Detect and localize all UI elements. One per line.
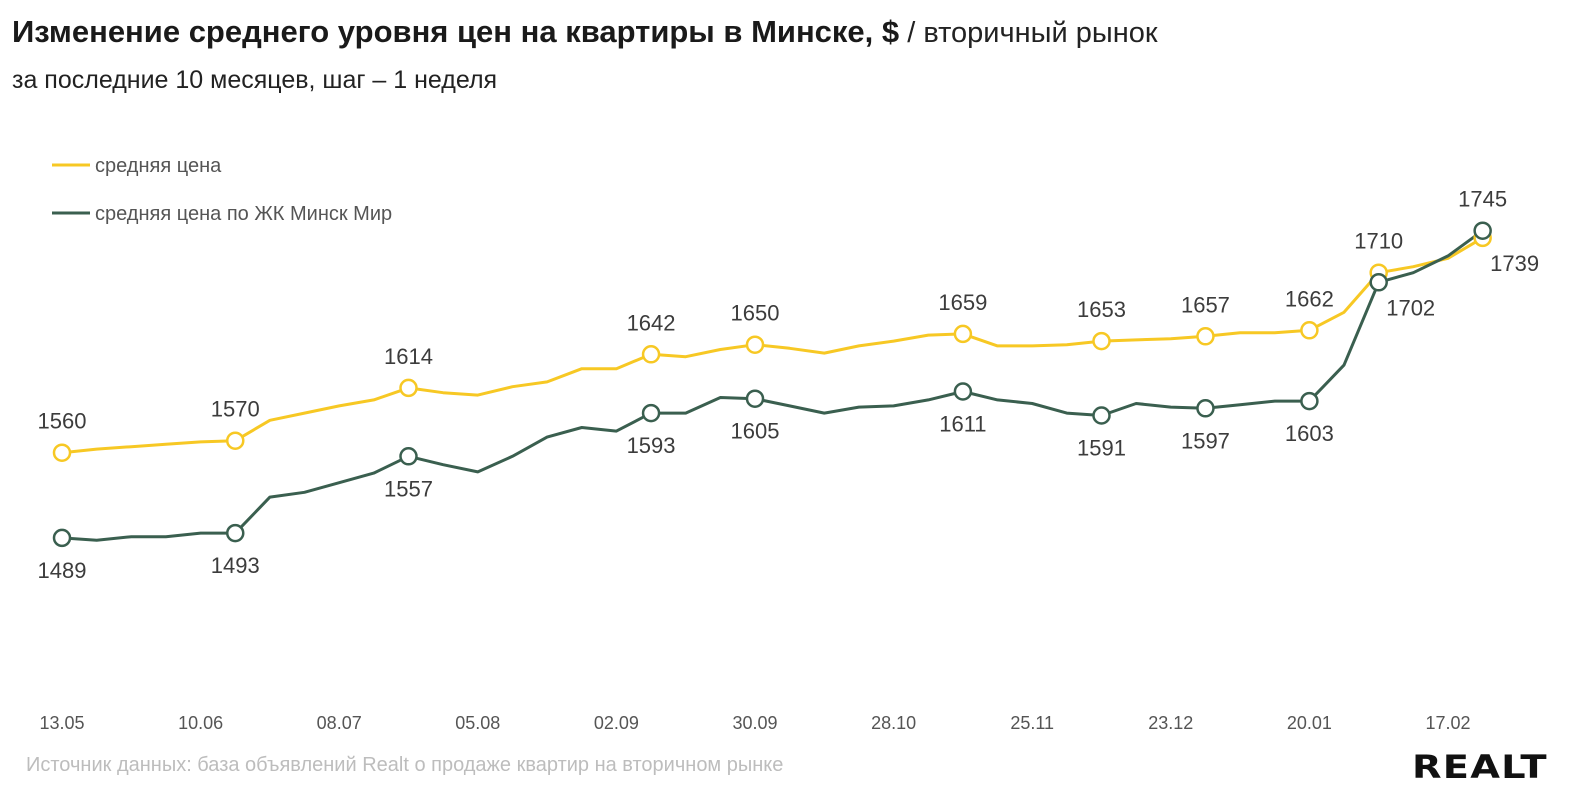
data-point-marker bbox=[1473, 221, 1492, 240]
x-tick-label: 23.12 bbox=[1148, 713, 1193, 733]
data-label: 1489 bbox=[38, 558, 87, 583]
data-point-marker bbox=[1196, 399, 1215, 418]
data-label: 1653 bbox=[1077, 297, 1126, 322]
chart-title: Изменение среднего уровня цен на квартир… bbox=[12, 14, 1158, 50]
data-source-note: Источник данных: база объявлений Realt о… bbox=[26, 754, 784, 776]
data-point-marker bbox=[1300, 321, 1319, 340]
data-label: 1493 bbox=[211, 553, 260, 578]
x-tick-label: 17.02 bbox=[1425, 713, 1470, 733]
data-label: 1739 bbox=[1490, 251, 1539, 276]
data-point-marker bbox=[52, 528, 72, 548]
data-point-marker bbox=[641, 345, 661, 364]
data-point-marker bbox=[1196, 327, 1215, 346]
data-point-marker bbox=[1092, 406, 1111, 425]
data-point-marker bbox=[1092, 331, 1111, 351]
x-tick-label: 08.07 bbox=[317, 713, 362, 733]
legend-label-1: средняя цена по ЖК Минск Мир bbox=[95, 203, 392, 225]
data-point-marker bbox=[399, 378, 418, 398]
data-point-marker bbox=[745, 389, 765, 408]
title-separator: / bbox=[899, 17, 924, 49]
data-point-marker bbox=[745, 335, 765, 354]
data-point-marker bbox=[226, 431, 245, 450]
data-label: 1557 bbox=[384, 476, 433, 501]
data-point-marker bbox=[641, 403, 661, 423]
title-market: вторичный рынок bbox=[923, 17, 1158, 49]
series-line-0 bbox=[61, 236, 1484, 455]
data-point-marker bbox=[1300, 391, 1319, 411]
x-tick-label: 25.11 bbox=[1010, 713, 1054, 733]
data-label: 1657 bbox=[1181, 292, 1230, 317]
x-tick-label: 20.01 bbox=[1287, 713, 1332, 733]
data-label: 1614 bbox=[384, 344, 433, 369]
data-point-marker bbox=[953, 382, 973, 401]
data-label: 1560 bbox=[38, 409, 87, 434]
data-label: 1702 bbox=[1386, 295, 1435, 320]
x-tick-label: 10.06 bbox=[178, 713, 223, 733]
data-point-marker bbox=[52, 443, 72, 462]
data-label: 1593 bbox=[627, 433, 676, 458]
realt-logo: REALT bbox=[1412, 748, 1548, 786]
data-point-marker bbox=[953, 324, 973, 344]
legend-label-0: средняя цена bbox=[95, 155, 222, 177]
series-line-1 bbox=[61, 229, 1484, 542]
x-tick-label: 02.09 bbox=[594, 713, 639, 733]
x-tick-label: 05.08 bbox=[455, 713, 500, 733]
data-point-marker bbox=[226, 523, 245, 543]
data-label: 1605 bbox=[731, 419, 780, 444]
data-point-marker bbox=[1369, 273, 1388, 292]
data-label: 1611 bbox=[939, 412, 986, 437]
data-label: 1570 bbox=[211, 397, 260, 422]
x-tick-label: 30.09 bbox=[732, 713, 777, 733]
data-label: 1597 bbox=[1181, 428, 1230, 453]
chart-subtitle: за последние 10 месяцев, шаг – 1 неделя bbox=[12, 66, 498, 94]
title-main: Изменение среднего уровня цен на квартир… bbox=[12, 14, 900, 49]
data-label: 1650 bbox=[731, 301, 780, 326]
data-label: 1603 bbox=[1285, 421, 1334, 446]
data-label: 1642 bbox=[627, 310, 676, 335]
data-label: 1745 bbox=[1458, 187, 1507, 212]
data-label: 1591 bbox=[1077, 436, 1126, 461]
data-point-marker bbox=[399, 447, 418, 466]
data-label: 1662 bbox=[1285, 286, 1334, 311]
data-label: 1710 bbox=[1354, 229, 1403, 254]
data-label: 1659 bbox=[938, 290, 987, 315]
x-tick-label: 28.10 bbox=[871, 713, 916, 733]
x-tick-label: 13.05 bbox=[39, 713, 84, 733]
